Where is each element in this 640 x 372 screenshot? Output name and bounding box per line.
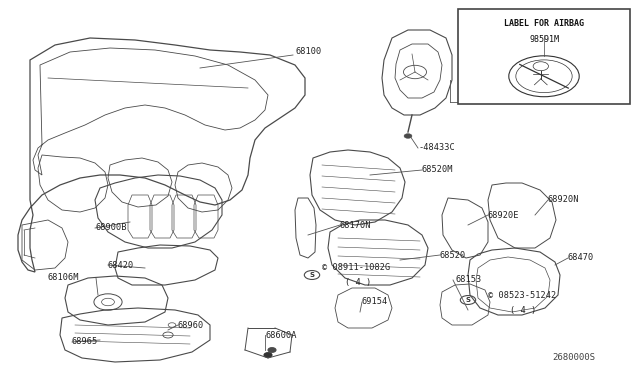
Text: 69154: 69154 (362, 298, 388, 307)
Text: 68600A: 68600A (265, 330, 296, 340)
Text: 68106M: 68106M (48, 273, 79, 282)
Text: 68420: 68420 (108, 260, 134, 269)
Text: 68170N: 68170N (340, 221, 371, 230)
Circle shape (404, 134, 412, 138)
Text: 2680000S: 2680000S (552, 353, 595, 362)
Bar (458, 9, 630, 104)
Text: 68920E: 68920E (488, 211, 520, 219)
Text: ( 4 ): ( 4 ) (345, 278, 371, 286)
Text: © 08523-51242: © 08523-51242 (488, 291, 556, 299)
Text: 68920N: 68920N (548, 196, 579, 205)
Text: LABEL FOR AIRBAG: LABEL FOR AIRBAG (504, 19, 584, 28)
Text: 68520: 68520 (440, 250, 467, 260)
Text: 68153: 68153 (455, 276, 481, 285)
Text: 68520M: 68520M (422, 166, 454, 174)
Circle shape (268, 348, 276, 352)
Text: ( 4 ): ( 4 ) (510, 305, 536, 314)
Text: 68900B: 68900B (95, 224, 127, 232)
Text: 98515: 98515 (475, 97, 501, 106)
Text: © 08911-1082G: © 08911-1082G (322, 263, 390, 273)
Text: 68960: 68960 (178, 321, 204, 330)
Text: 68100: 68100 (295, 48, 321, 57)
Text: -48433C: -48433C (418, 144, 455, 153)
Text: 98591M: 98591M (529, 35, 559, 44)
Circle shape (264, 353, 272, 357)
Text: 68965: 68965 (72, 337, 99, 346)
Text: 68470: 68470 (568, 253, 595, 263)
Text: S: S (310, 272, 314, 278)
Text: S: S (465, 297, 470, 303)
